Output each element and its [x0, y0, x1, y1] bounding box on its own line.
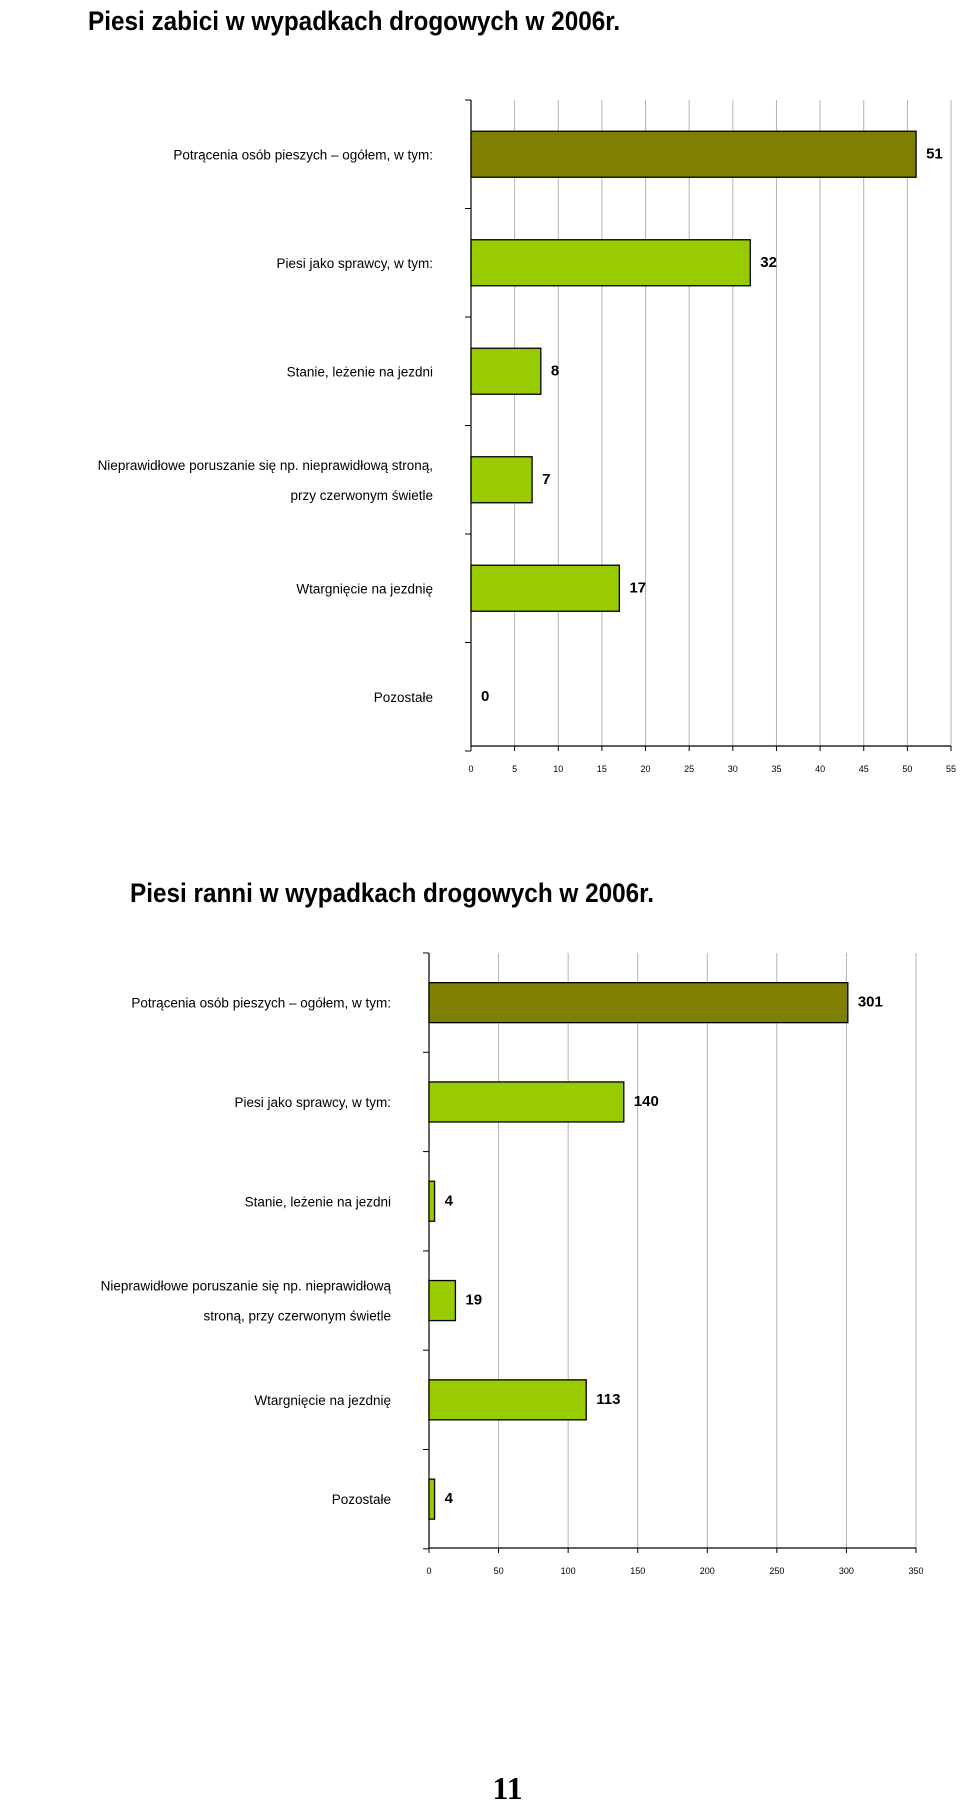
- x-tick-label: 30: [728, 764, 738, 774]
- category-label: Nieprawidłowe poruszanie się np. niepraw…: [98, 458, 433, 473]
- x-tick-label: 45: [859, 764, 869, 774]
- bar-killed-1: [470, 239, 751, 287]
- data-label: 301: [858, 994, 883, 1011]
- x-tick-label: 0: [468, 764, 473, 774]
- data-label: 32: [760, 254, 777, 271]
- x-tick-label: 200: [700, 1566, 715, 1576]
- x-tick-label: 10: [553, 764, 563, 774]
- category-label: Wtargnięcie na jezdnię: [254, 1393, 391, 1408]
- x-tick-label: 35: [771, 764, 781, 774]
- x-tick-label: 100: [561, 1566, 576, 1576]
- x-tick-label: 50: [902, 764, 912, 774]
- bar-injured-5: [428, 1478, 436, 1520]
- bar-injured-4: [428, 1379, 587, 1421]
- x-tick-label: 5: [512, 764, 517, 774]
- x-tick-label: 55: [946, 764, 956, 774]
- category-label: Piesi jako sprawcy, w tym:: [234, 1095, 391, 1110]
- bar-killed-2: [470, 347, 542, 395]
- category-label: Piesi jako sprawcy, w tym:: [276, 256, 433, 271]
- chart-title-killed: Piesi zabici w wypadkach drogowych w 200…: [88, 6, 621, 36]
- x-tick-label: 25: [684, 764, 694, 774]
- data-label: 7: [542, 471, 550, 488]
- data-label: 4: [445, 1490, 454, 1507]
- x-tick-label: 0: [426, 1566, 431, 1576]
- bar-killed-4: [470, 564, 621, 612]
- data-label: 0: [481, 688, 489, 705]
- x-tick-label: 40: [815, 764, 825, 774]
- data-label: 51: [926, 145, 943, 162]
- x-tick-label: 350: [908, 1566, 923, 1576]
- data-label: 17: [629, 579, 646, 596]
- x-tick-label: 300: [839, 1566, 854, 1576]
- category-label: Nieprawidłowe poruszanie się np. niepraw…: [101, 1279, 392, 1294]
- bar-injured-1: [428, 1081, 625, 1123]
- x-tick-label: 150: [630, 1566, 645, 1576]
- category-label: Potrącenia osób pieszych – ogółem, w tym…: [173, 147, 433, 162]
- bar-killed-0: [470, 130, 917, 178]
- category-label: Pozostałe: [332, 1492, 391, 1507]
- bar-killed-3: [470, 456, 533, 504]
- category-label: Wtargnięcie na jezdnię: [296, 581, 433, 596]
- x-tick-label: 20: [641, 764, 651, 774]
- data-label: 8: [551, 362, 559, 379]
- category-label: Stanie, leżenie na jezdni: [245, 1194, 391, 1209]
- category-label: stroną, przy czerwonym świetle: [203, 1309, 391, 1324]
- x-tick-label: 50: [494, 1566, 504, 1576]
- category-label: przy czerwonym świetle: [290, 488, 433, 503]
- x-tick-label: 250: [769, 1566, 784, 1576]
- data-label: 113: [596, 1391, 620, 1408]
- bar-chart-injured: 0 50 100 150 200 250 300 350 301 Potrącenia osób …: [101, 952, 924, 1576]
- data-label: 4: [445, 1192, 454, 1209]
- x-tick-label: 15: [597, 764, 607, 774]
- category-label: Stanie, leżenie na jezdni: [287, 364, 433, 379]
- chart-title-injured: Piesi ranni w wypadkach drogowych w 2006…: [130, 878, 654, 908]
- bar-injured-0: [428, 982, 849, 1024]
- category-label: Potrącenia osób pieszych – ogółem, w tym…: [131, 996, 391, 1011]
- page-number: 11: [492, 1770, 523, 1806]
- bar-chart-killed: 0 5 10 15 20 25 30 35 40 45 50 55 51 Potrącenia osób …: [98, 99, 956, 774]
- data-label: 19: [465, 1292, 482, 1309]
- data-label: 140: [634, 1093, 659, 1110]
- bar-injured-3: [428, 1279, 457, 1322]
- bar-injured-2: [428, 1180, 436, 1222]
- category-label: Pozostałe: [374, 690, 433, 705]
